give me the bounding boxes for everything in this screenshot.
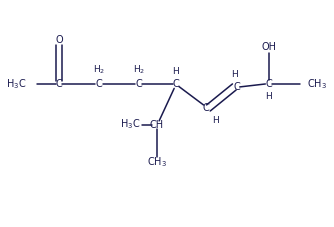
Text: C: C	[265, 79, 272, 89]
Text: $\mathsf{H_2}$: $\mathsf{H_2}$	[93, 63, 105, 76]
Text: C: C	[55, 79, 62, 89]
Text: C: C	[96, 79, 102, 89]
Text: CH: CH	[150, 120, 164, 130]
Text: $\mathsf{H_3C}$: $\mathsf{H_3C}$	[6, 77, 26, 91]
Text: $\mathsf{H_3C}$: $\mathsf{H_3C}$	[120, 118, 140, 131]
Text: H: H	[265, 92, 272, 101]
Text: $\mathsf{CH_3}$: $\mathsf{CH_3}$	[147, 155, 167, 169]
Text: C: C	[172, 79, 179, 89]
Text: H: H	[231, 70, 238, 79]
Text: H: H	[172, 67, 179, 76]
Text: O: O	[55, 35, 63, 45]
Text: $\mathsf{H_2}$: $\mathsf{H_2}$	[133, 63, 145, 76]
Text: $\mathsf{CH_3}$: $\mathsf{CH_3}$	[307, 77, 327, 91]
Text: C: C	[233, 82, 240, 92]
Text: OH: OH	[261, 42, 276, 52]
Text: C: C	[136, 79, 142, 89]
Text: C: C	[203, 103, 209, 113]
Text: H: H	[212, 116, 219, 125]
